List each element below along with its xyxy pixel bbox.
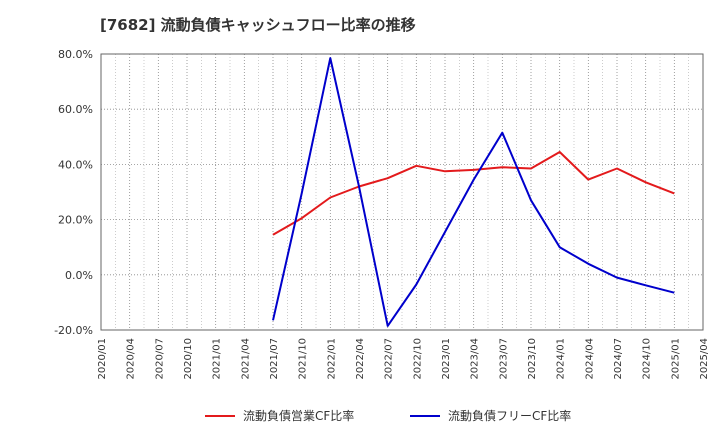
x-tick-label: 2021/07 [269,338,280,380]
legend-label-1: 流動負債営業CF比率 [243,408,354,423]
x-tick-label: 2024/01 [556,338,567,380]
x-tick-label: 2022/04 [355,338,366,380]
y-tick-label: 80.0% [58,48,93,61]
x-tick-label: 2023/07 [498,338,509,380]
x-tick-label: 2024/04 [584,338,595,380]
x-tick-label: 2022/07 [384,338,395,380]
x-tick-label: 2020/04 [126,338,137,380]
y-tick-label: 0.0% [65,269,93,282]
x-tick-label: 2021/10 [298,338,309,380]
x-tick-label: 2022/10 [412,338,423,380]
plot-border [100,53,704,331]
x-tick-label: 2024/07 [613,338,624,380]
x-tick-label: 2024/10 [642,338,653,380]
series-line-1 [272,151,675,236]
x-tick-label: 2021/04 [240,338,251,380]
x-tick-label: 2023/01 [441,338,452,380]
x-tick-label: 2023/04 [470,338,481,380]
x-tick-label: 2025/04 [699,338,710,380]
y-tick-label: 20.0% [58,214,93,227]
x-tick-label: 2025/01 [670,338,681,380]
x-tick-label: 2020/10 [183,338,194,380]
series-line-2 [272,57,675,327]
y-tick-label: 40.0% [58,158,93,171]
x-tick-label: 2020/07 [154,338,165,380]
x-tick-label: 2020/01 [97,338,108,380]
x-tick-label: 2023/10 [527,338,538,380]
y-tick-label: 60.0% [58,103,93,116]
x-tick-label: 2021/01 [212,338,223,380]
x-tick-label: 2022/01 [326,338,337,380]
y-tick-label: -20.0% [54,324,93,337]
legend-label-2: 流動負債フリーCF比率 [448,408,571,423]
chart-title: [7682] 流動負債キャッシュフロー比率の推移 [100,16,416,34]
